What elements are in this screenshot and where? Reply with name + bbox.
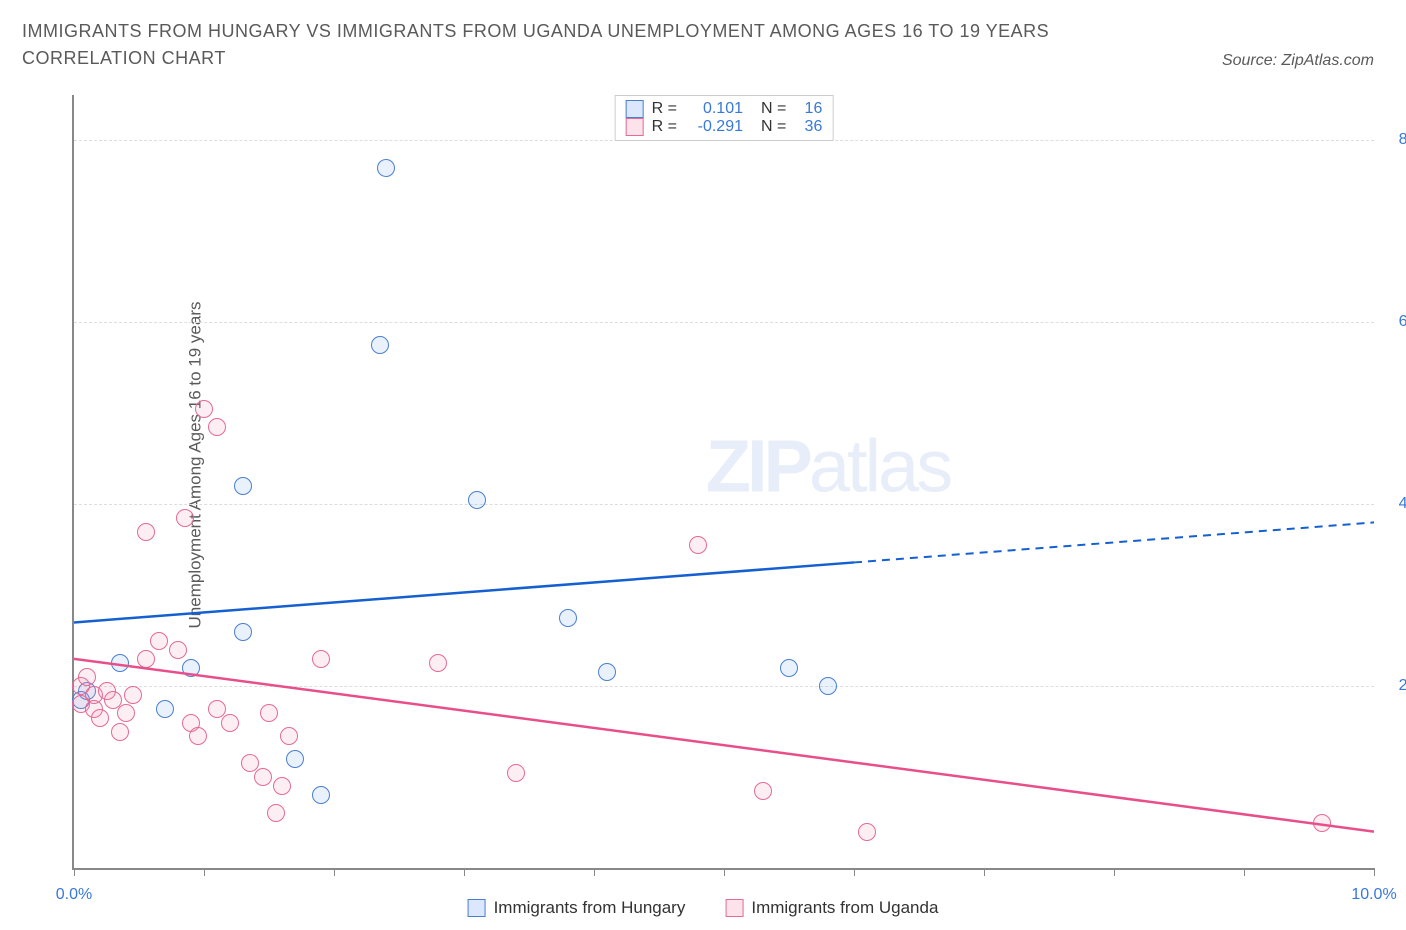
r-label: R = <box>652 100 677 118</box>
legend-label: Immigrants from Uganda <box>751 898 938 918</box>
legend-swatch <box>468 899 486 917</box>
x-tick <box>594 868 595 876</box>
data-point <box>273 777 291 795</box>
data-point <box>689 536 707 554</box>
gridline <box>74 322 1374 323</box>
data-point <box>858 823 876 841</box>
watermark-zip: ZIP <box>706 425 809 508</box>
data-point <box>429 654 447 672</box>
x-tick <box>204 868 205 876</box>
x-tick-label: 10.0% <box>1351 886 1396 904</box>
data-point <box>371 336 389 354</box>
legend-swatch <box>626 118 644 136</box>
watermark-atlas: atlas <box>809 425 950 508</box>
data-point <box>124 686 142 704</box>
y-tick-label: 20.0% <box>1384 677 1406 695</box>
data-point <box>182 659 200 677</box>
x-tick <box>1244 868 1245 876</box>
data-point <box>312 650 330 668</box>
data-point <box>819 677 837 695</box>
legend-item: Immigrants from Uganda <box>725 898 938 918</box>
data-point <box>468 491 486 509</box>
x-tick <box>724 868 725 876</box>
data-point <box>156 700 174 718</box>
y-tick-label: 40.0% <box>1384 495 1406 513</box>
legend-label: Immigrants from Hungary <box>494 898 686 918</box>
data-point <box>780 659 798 677</box>
regression-line <box>74 562 854 622</box>
data-point <box>137 650 155 668</box>
y-tick-label: 80.0% <box>1384 131 1406 149</box>
legend-item: Immigrants from Hungary <box>468 898 686 918</box>
data-point <box>150 632 168 650</box>
data-point <box>189 727 207 745</box>
data-point <box>754 782 772 800</box>
chart-title: IMMIGRANTS FROM HUNGARY VS IMMIGRANTS FR… <box>22 18 1122 72</box>
r-label: R = <box>652 118 677 136</box>
r-value: -0.291 <box>685 118 743 136</box>
x-tick <box>1374 868 1375 876</box>
x-tick-label: 0.0% <box>56 886 92 904</box>
n-value: 36 <box>794 118 822 136</box>
x-tick <box>74 868 75 876</box>
n-value: 16 <box>794 100 822 118</box>
x-tick <box>464 868 465 876</box>
correlation-legend: R = 0.101 N = 16 R = -0.291 N = 36 <box>615 95 834 141</box>
data-point <box>117 704 135 722</box>
data-point <box>208 418 226 436</box>
data-point <box>377 159 395 177</box>
data-point <box>598 663 616 681</box>
data-point <box>267 804 285 822</box>
data-point <box>221 714 239 732</box>
n-label: N = <box>761 100 786 118</box>
data-point <box>260 704 278 722</box>
data-point <box>169 641 187 659</box>
watermark: ZIPatlas <box>706 424 950 509</box>
series-legend: Immigrants from Hungary Immigrants from U… <box>468 898 939 918</box>
x-tick <box>1114 868 1115 876</box>
data-point <box>280 727 298 745</box>
legend-swatch <box>725 899 743 917</box>
y-tick-label: 60.0% <box>1384 313 1406 331</box>
r-value: 0.101 <box>685 100 743 118</box>
data-point <box>234 623 252 641</box>
data-point <box>176 509 194 527</box>
legend-stat-row: R = 0.101 N = 16 <box>626 100 823 118</box>
data-point <box>1313 814 1331 832</box>
x-tick <box>334 868 335 876</box>
data-point <box>78 668 96 686</box>
legend-stat-row: R = -0.291 N = 36 <box>626 118 823 136</box>
data-point <box>286 750 304 768</box>
data-point <box>195 400 213 418</box>
data-point <box>234 477 252 495</box>
legend-swatch <box>626 100 644 118</box>
data-point <box>91 709 109 727</box>
data-point <box>111 654 129 672</box>
data-point <box>254 768 272 786</box>
x-tick <box>984 868 985 876</box>
gridline <box>74 504 1374 505</box>
gridline <box>74 686 1374 687</box>
n-label: N = <box>761 118 786 136</box>
source-credit: Source: ZipAtlas.com <box>1222 52 1374 70</box>
data-point <box>312 786 330 804</box>
plot-area: ZIPatlas R =0.101N =16R =-0.291N =36 20.… <box>72 95 1374 870</box>
data-point <box>559 609 577 627</box>
data-point <box>507 764 525 782</box>
x-tick <box>854 868 855 876</box>
regression-line-extrapolated <box>854 522 1374 562</box>
data-point <box>111 723 129 741</box>
data-point <box>137 523 155 541</box>
